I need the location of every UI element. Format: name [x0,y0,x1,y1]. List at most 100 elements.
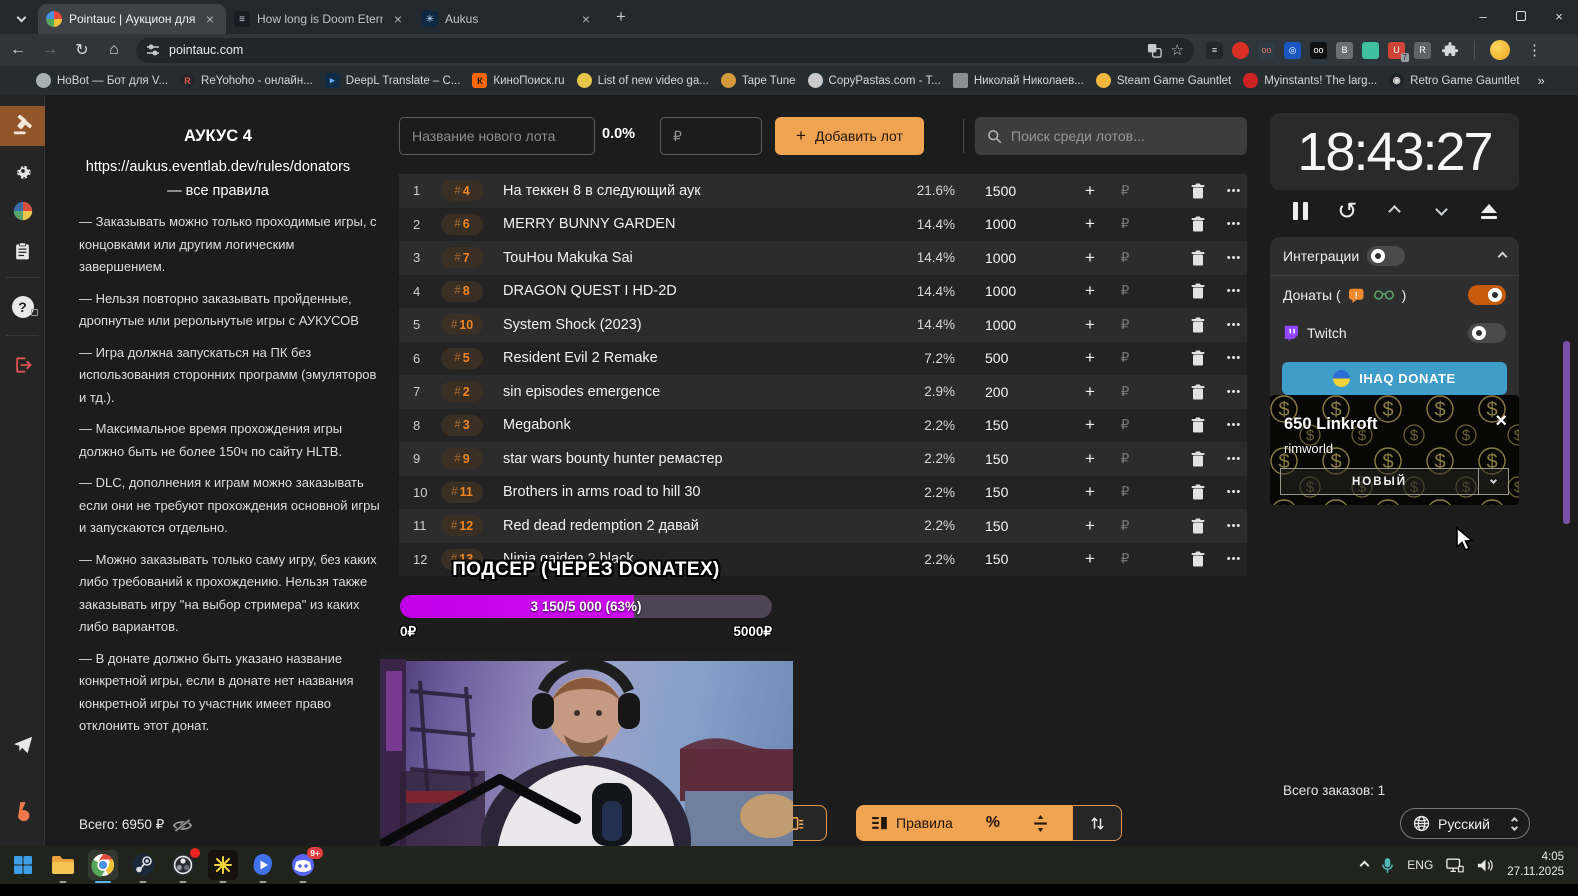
sidebar-item-logout[interactable] [0,345,45,385]
lot-ruble-icon[interactable]: ₽ [1120,350,1130,366]
start-button[interactable] [8,850,38,880]
tab-close-icon[interactable]: × [205,11,215,27]
lot-name[interactable]: Resident Evil 2 Remake [503,350,658,367]
lot-delete-button[interactable] [1189,384,1207,400]
taskbar-starburst-app[interactable] [208,850,238,883]
lot-search-input[interactable] [1011,128,1235,144]
lot-add-amount-button[interactable]: + [1085,247,1095,267]
bookmark-item[interactable]: Tape Tune [715,70,802,91]
donation-status-select[interactable]: НОВЫЙ [1280,468,1509,495]
adguard-ext-icon[interactable] [1232,41,1249,59]
profile-avatar[interactable] [1490,40,1510,60]
lot-add-amount-button[interactable]: + [1085,549,1095,569]
sidebar-item-auction[interactable] [0,106,45,146]
new-lot-name-input[interactable] [399,117,595,155]
lot-ruble-icon[interactable]: ₽ [1120,417,1130,433]
lot-amount[interactable]: 1000 [985,216,1017,233]
lot-add-amount-button[interactable]: + [1085,381,1095,401]
lot-ruble-icon[interactable]: ₽ [1120,182,1130,198]
lot-menu-button[interactable]: ••• [1226,486,1242,499]
eye-slash-icon[interactable] [173,818,193,833]
tab-search-button[interactable] [8,4,34,30]
timer-add-button[interactable] [1381,197,1409,225]
new-lot-amount-input[interactable] [660,117,762,155]
lot-name[interactable]: sin episodes emergence [503,383,661,400]
bookmark-item[interactable]: ◉ Retro Game Gauntlet [1383,70,1525,91]
lot-name[interactable]: MERRY BUNNY GARDEN [503,216,676,233]
taskbar-steam[interactable] [128,850,158,883]
new-tab-button[interactable]: + [616,7,626,26]
taskbar-discord[interactable]: 9+ [288,847,323,883]
lot-add-amount-button[interactable]: + [1085,281,1095,301]
lot-menu-button[interactable]: ••• [1226,184,1242,197]
sidebar-item-telegram[interactable] [0,725,45,765]
lot-menu-button[interactable]: ••• [1226,452,1242,465]
status-dropdown-caret[interactable] [1478,469,1508,494]
b-ext-icon[interactable]: B [1336,41,1353,59]
lot-amount[interactable]: 150 [985,551,1009,568]
rules-toggle-button[interactable]: Правила [856,815,969,831]
lot-add-amount-button[interactable]: + [1085,314,1095,334]
taskbar-obs[interactable] [168,848,200,883]
lot-delete-button[interactable] [1189,484,1207,500]
rules-link[interactable]: https://aukus.eventlab.dev/rules/donator… [56,155,380,203]
lot-amount[interactable]: 150 [985,450,1009,467]
lot-ruble-icon[interactable]: ₽ [1120,551,1130,567]
bookmark-item[interactable]: CopyPastas.com - T... [802,70,947,91]
taskbar-chrome[interactable] [88,850,118,883]
lot-name[interactable]: Brothers in arms road to hill 30 [503,484,701,501]
donates-toggle[interactable] [1468,285,1506,305]
lot-delete-button[interactable] [1189,551,1207,567]
browser-tab[interactable]: ≡ How long is Doom Eternal? | Ho × [226,4,414,34]
bookmarks-overflow-button[interactable]: » [1537,73,1545,88]
sidebar-item-help[interactable]: ? [0,287,45,327]
sort-button[interactable] [1072,805,1122,841]
translate-icon[interactable] [1147,43,1162,58]
home-button[interactable]: ⌂ [109,41,119,58]
network-icon[interactable] [1446,858,1464,873]
lot-amount[interactable]: 150 [985,484,1009,501]
lot-name[interactable]: Megabonk [503,417,571,434]
back-button[interactable]: ← [10,41,26,58]
close-window-button[interactable]: × [1555,8,1563,24]
bookmark-item[interactable]: HoBot — Бот для V... [30,70,174,91]
lot-ruble-icon[interactable]: ₽ [1120,216,1130,232]
sidebar-item-settings[interactable] [0,151,45,191]
bookmark-star-icon[interactable]: ☆ [1170,42,1184,59]
owl-ext-icon[interactable]: oo [1258,41,1275,59]
lot-menu-button[interactable]: ••• [1226,553,1242,566]
taskbar-telegram[interactable] [248,850,278,883]
lot-menu-button[interactable]: ••• [1226,385,1242,398]
lot-amount[interactable]: 1000 [985,283,1017,300]
add-lot-button[interactable]: + Добавить лот [775,117,924,155]
lot-name[interactable]: DRAGON QUEST I HD-2D [503,283,677,300]
language-select[interactable]: Русский [1400,808,1530,839]
lot-ruble-icon[interactable]: ₽ [1120,249,1130,265]
lot-menu-button[interactable]: ••• [1226,352,1242,365]
lot-menu-button[interactable]: ••• [1226,285,1242,298]
lot-ruble-icon[interactable]: ₽ [1120,383,1130,399]
lot-delete-button[interactable] [1189,216,1207,232]
lot-name[interactable]: star wars bounty hunter ремастер [503,450,723,467]
reload-button[interactable]: ↻ [75,42,89,59]
r-ext-icon[interactable]: R [1414,41,1431,59]
sidebar-item-history[interactable] [0,231,45,271]
lot-delete-button[interactable] [1189,183,1207,199]
lot-amount[interactable]: 1000 [985,316,1017,333]
lot-amount[interactable]: 1500 [985,182,1017,199]
lot-ruble-icon[interactable]: ₽ [1120,517,1130,533]
lot-menu-button[interactable]: ••• [1226,318,1242,331]
tray-expand-icon[interactable] [1359,860,1370,870]
browser-menu-button[interactable]: ⋮ [1527,42,1542,59]
forward-button[interactable]: → [42,41,58,58]
lot-ruble-icon[interactable]: ₽ [1120,316,1130,332]
ihaq-donate-button[interactable]: IHAQ DONATE [1282,362,1507,395]
timer-reset-button[interactable]: ↺ [1333,197,1361,225]
lot-add-amount-button[interactable]: + [1085,214,1095,234]
lot-add-amount-button[interactable]: + [1085,348,1095,368]
lot-amount[interactable]: 150 [985,517,1009,534]
rules-link-url[interactable]: https://aukus.eventlab.dev/rules/donator… [85,159,351,175]
bookmark-item[interactable]: List of new video ga... [571,70,715,91]
restore-button[interactable] [1502,0,1540,32]
tab-close-icon[interactable]: × [581,11,591,27]
